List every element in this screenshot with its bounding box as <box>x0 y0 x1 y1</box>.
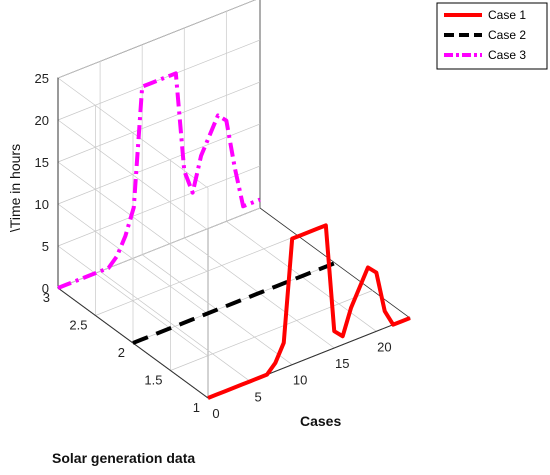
z-axis-label: \Time in hours <box>7 144 23 232</box>
y-tick-label: 2 <box>118 345 125 360</box>
z-grid-back <box>57 39 261 121</box>
x-tick-label: 15 <box>335 356 349 371</box>
z-grid-left <box>57 77 209 189</box>
z-tick-label: 0 <box>42 281 49 296</box>
legend-label: Case 3 <box>488 48 526 62</box>
series-line-case-1 <box>207 223 411 400</box>
z-grid-left <box>57 119 209 231</box>
x-tick-label: 10 <box>293 373 307 388</box>
legend-label: Case 1 <box>488 8 526 22</box>
y-tick-label: 1.5 <box>144 373 162 388</box>
z-grid-back <box>57 0 256 79</box>
z-tick-label: 5 <box>42 239 49 254</box>
y-tick-label: 1 <box>193 400 200 415</box>
z-tick-label: 20 <box>35 113 49 128</box>
y-grid-floor <box>95 235 298 316</box>
legend-label: Case 2 <box>488 28 526 42</box>
series-lines <box>57 71 411 400</box>
z-grid-left <box>57 203 209 315</box>
series-line-case-3 <box>57 71 261 290</box>
x-tick-label: 0 <box>212 406 219 421</box>
y-tick-label: 3 <box>43 290 50 305</box>
z-grid-left <box>57 245 209 357</box>
series-line-case-2 <box>132 261 336 345</box>
y-grid-floor <box>170 290 373 371</box>
y-axis-label: Solar generation data <box>52 450 195 466</box>
z-grid-back <box>57 165 261 247</box>
back-panes <box>57 0 411 399</box>
x-tick-label: 20 <box>377 339 391 354</box>
z-tick-label: 10 <box>35 197 49 212</box>
z-grid-back <box>57 81 261 163</box>
z-tick-label: 25 <box>35 71 49 86</box>
legend: Case 1 Case 2 Case 3 <box>436 2 548 70</box>
x-axis-label: Cases <box>300 413 341 429</box>
y-tick-label: 2.5 <box>69 318 87 333</box>
z-grid-back <box>57 123 261 205</box>
x-tick-label: 5 <box>254 389 261 404</box>
z-tick-label: 15 <box>35 155 49 170</box>
